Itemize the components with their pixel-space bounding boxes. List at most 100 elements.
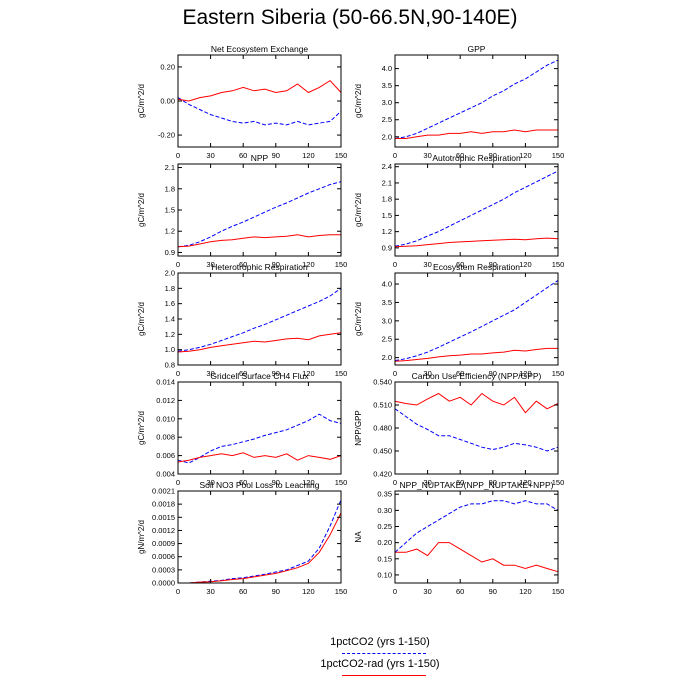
y-tick-label: 0.20	[377, 538, 392, 547]
x-tick-label: 60	[239, 369, 247, 378]
x-tick-label: 150	[335, 478, 348, 487]
y-tick-label: 3.0	[382, 98, 392, 107]
y-tick-label: 1.2	[165, 330, 175, 339]
x-tick-label: 90	[489, 260, 497, 269]
x-tick-label: 120	[519, 260, 532, 269]
y-tick-label: 0.0006	[152, 552, 175, 561]
plot-frame	[394, 163, 559, 257]
panel-title: NPP_NUPTAKE/(NPP_NUPTAKE+NPP)	[400, 480, 554, 490]
x-tick-label: 60	[456, 260, 464, 269]
plot-frame	[177, 272, 342, 366]
y-tick-label: 2.0	[382, 353, 392, 362]
y-axis-label: gC/m^2/d	[354, 193, 363, 227]
y-tick-label: 1.8	[382, 195, 392, 204]
series-line	[177, 332, 342, 353]
y-tick-label: 0.9	[382, 243, 392, 252]
x-tick-label: 90	[272, 478, 280, 487]
y-tick-label: 1.6	[165, 299, 175, 308]
y-tick-label: 3.5	[382, 81, 392, 90]
series-line	[394, 279, 559, 362]
y-tick-label: 0.420	[373, 470, 392, 479]
y-tick-label: 1.2	[165, 227, 175, 236]
y-axis-label: gC/m^2/d	[137, 411, 146, 445]
panel-title: NPP	[251, 153, 269, 163]
x-tick-label: 120	[302, 587, 315, 596]
x-tick-label: 120	[302, 369, 315, 378]
plot-frame	[177, 54, 342, 148]
y-axis-label: gC/m^2/d	[137, 302, 146, 336]
x-tick-label: 60	[456, 151, 464, 160]
series-line	[394, 500, 559, 553]
plot-frame	[394, 381, 559, 475]
x-tick-label: 150	[552, 369, 565, 378]
x-tick-label: 150	[552, 260, 565, 269]
legend-label-1pctCO2: 1pctCO2 (yrs 1-150)	[330, 636, 430, 648]
series-line	[394, 392, 559, 414]
plot-frame	[177, 490, 342, 584]
x-tick-label: 30	[423, 587, 431, 596]
panel-title: Heterotrophic Respiration	[211, 262, 308, 272]
y-tick-label: 2.1	[382, 178, 392, 187]
y-axis-label: NA	[354, 531, 363, 543]
series-line	[178, 499, 342, 584]
x-tick-label: 60	[456, 478, 464, 487]
series-line	[177, 452, 342, 463]
x-tick-label: 0	[393, 478, 397, 487]
y-axis-label: gC/m^2/d	[137, 84, 146, 118]
x-tick-label: 30	[206, 260, 214, 269]
x-tick-label: 0	[393, 587, 397, 596]
y-tick-label: 2.4	[382, 162, 392, 171]
y-tick-label: -0.20	[158, 131, 175, 140]
x-tick-label: 0	[176, 478, 180, 487]
x-tick-label: 150	[335, 369, 348, 378]
series-line	[178, 512, 342, 584]
x-tick-label: 0	[176, 369, 180, 378]
x-tick-label: 90	[489, 587, 497, 596]
x-tick-label: 60	[456, 587, 464, 596]
x-tick-label: 150	[335, 587, 348, 596]
y-tick-label: 0.0003	[152, 565, 175, 574]
y-tick-label: 0.0015	[152, 513, 175, 522]
panel-title: Ecosystem Respiration	[433, 262, 520, 272]
x-tick-label: 120	[519, 587, 532, 596]
x-tick-label: 0	[393, 369, 397, 378]
x-tick-label: 30	[423, 369, 431, 378]
x-tick-label: 150	[335, 151, 348, 160]
x-tick-label: 90	[489, 151, 497, 160]
y-tick-label: 0.006	[156, 451, 175, 460]
x-tick-label: 60	[239, 260, 247, 269]
y-tick-label: 1.5	[165, 206, 175, 215]
y-tick-label: 0.480	[373, 424, 392, 433]
x-tick-label: 0	[176, 587, 180, 596]
x-tick-label: 120	[302, 151, 315, 160]
x-tick-label: 90	[489, 478, 497, 487]
y-tick-label: 0.25	[377, 522, 392, 531]
y-tick-label: 0.15	[377, 554, 392, 563]
x-tick-label: 150	[552, 478, 565, 487]
panel-title: Gridcell Surface CH4 Flux	[210, 371, 309, 381]
y-tick-label: 0.0018	[152, 500, 175, 509]
plot-frame	[394, 54, 559, 148]
y-tick-label: 2.0	[382, 132, 392, 141]
series-line	[394, 408, 559, 452]
y-tick-label: 1.2	[382, 227, 392, 236]
figure-title: Eastern Siberia (50-66.5N,90-140E)	[182, 6, 518, 29]
y-tick-label: 2.0	[165, 269, 175, 278]
plot-frame	[177, 381, 342, 475]
y-tick-label: 2.5	[382, 335, 392, 344]
y-tick-label: 0.00	[160, 97, 175, 106]
y-tick-label: 0.0012	[152, 526, 175, 535]
y-tick-label: 3.5	[382, 298, 392, 307]
x-tick-label: 90	[272, 260, 280, 269]
y-tick-label: 0.540	[373, 378, 392, 387]
y-tick-label: 0.8	[165, 361, 175, 370]
x-tick-label: 30	[423, 151, 431, 160]
y-tick-label: 1.5	[382, 211, 392, 220]
legend-line-1pctCO2-rad	[342, 675, 426, 676]
series-line	[177, 234, 341, 248]
x-tick-label: 60	[239, 587, 247, 596]
series-line	[394, 170, 559, 247]
series-line	[394, 237, 559, 248]
y-axis-label: gN/m^2/d	[137, 520, 146, 554]
x-tick-label: 150	[335, 260, 348, 269]
